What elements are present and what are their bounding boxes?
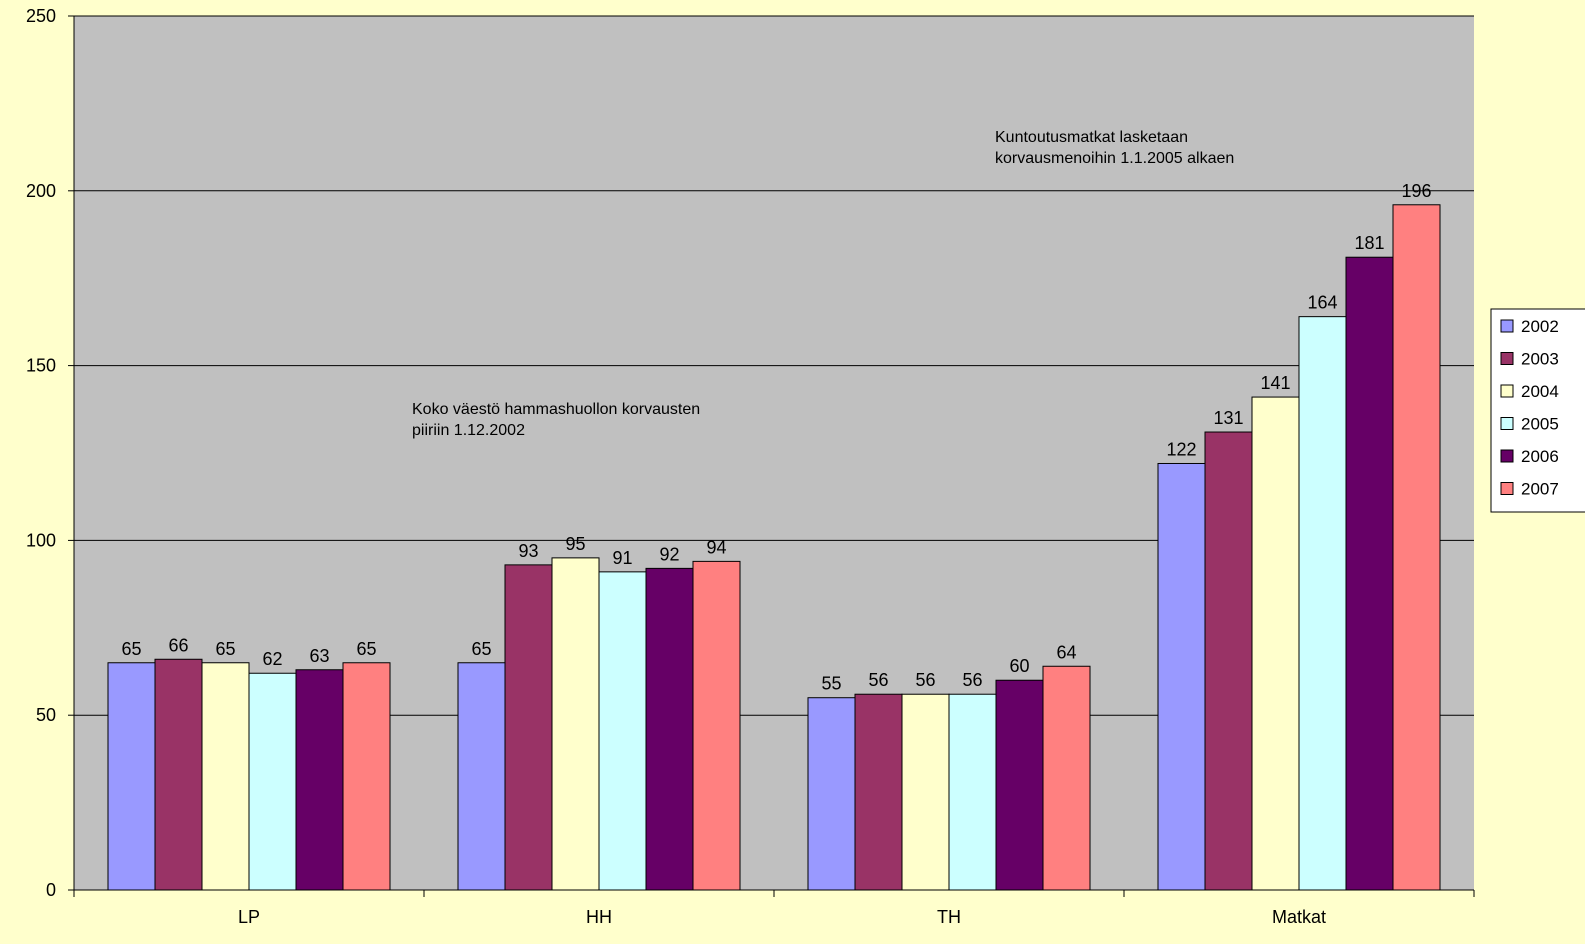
legend-label: 2007: [1521, 480, 1559, 499]
legend-swatch: [1500, 384, 1514, 398]
x-category-label: HH: [586, 907, 612, 927]
bar-lp-2002: [107, 662, 156, 891]
bar-hh-2007: [692, 560, 741, 891]
y-tick-label: 150: [26, 356, 56, 376]
legend-label: 2002: [1521, 317, 1559, 336]
data-label: 196: [1401, 181, 1431, 201]
bar-lp-2003: [154, 658, 203, 891]
legend-swatch: [1500, 319, 1514, 333]
data-label: 62: [262, 649, 282, 669]
bar-th-2006: [995, 679, 1044, 891]
bar-hh-2005: [598, 571, 647, 891]
legend-swatch: [1500, 482, 1514, 495]
data-label: 56: [962, 670, 982, 690]
legend-label: 2004: [1521, 382, 1559, 401]
data-label: 64: [1056, 642, 1076, 662]
y-tick-label: 100: [26, 530, 56, 550]
bar-th-2005: [948, 693, 997, 891]
y-tick-label: 250: [26, 6, 56, 26]
bar-matkat-2006: [1345, 256, 1394, 891]
legend-label: 2003: [1521, 350, 1559, 369]
data-label: 181: [1354, 233, 1384, 253]
data-label: 56: [915, 670, 935, 690]
bar-hh-2006: [645, 567, 694, 891]
x-category-label: TH: [937, 907, 961, 927]
data-label: 56: [868, 670, 888, 690]
data-label: 91: [612, 548, 632, 568]
data-label: 122: [1166, 439, 1196, 459]
legend-label: 2005: [1521, 415, 1559, 434]
data-label: 55: [821, 674, 841, 694]
legend-box: [1490, 308, 1585, 513]
annotation-text: piiriin 1.12.2002: [412, 422, 525, 439]
bar-lp-2004: [201, 662, 250, 891]
bar-lp-2005: [248, 672, 297, 891]
data-label: 66: [168, 635, 188, 655]
bar-hh-2003: [504, 564, 553, 891]
annotation-text: korvausmenoihin 1.1.2005 alkaen: [995, 150, 1234, 167]
data-label: 164: [1307, 293, 1337, 313]
y-tick-label: 50: [36, 705, 56, 725]
bar-th-2004: [901, 693, 950, 891]
annotation-text: Kuntoutusmatkat lasketaan: [995, 129, 1188, 146]
bar-matkat-2005: [1298, 316, 1347, 891]
data-label: 94: [706, 537, 726, 557]
legend-swatch: [1500, 449, 1514, 463]
y-tick-label: 0: [46, 880, 56, 900]
data-label: 65: [356, 639, 376, 659]
data-label: 65: [471, 639, 491, 659]
data-label: 65: [121, 639, 141, 659]
bar-matkat-2004: [1251, 396, 1300, 891]
x-category-label: Matkat: [1272, 907, 1326, 927]
bar-matkat-2003: [1204, 431, 1253, 891]
bar-matkat-2007: [1392, 204, 1441, 891]
bar-hh-2002: [457, 662, 506, 891]
bar-th-2003: [854, 693, 903, 891]
data-label: 131: [1213, 408, 1243, 428]
bar-lp-2006: [295, 669, 344, 891]
data-label: 141: [1260, 373, 1290, 393]
data-label: 63: [309, 646, 329, 666]
bar-th-2002: [807, 697, 856, 891]
data-label: 92: [659, 544, 679, 564]
bar-lp-2007: [342, 662, 391, 891]
legend-swatch: [1500, 417, 1514, 430]
bar-hh-2004: [551, 557, 600, 891]
annotation-text: Koko väestö hammashuollon korvausten: [412, 401, 700, 418]
legend-swatch: [1500, 352, 1514, 365]
bar-th-2007: [1042, 665, 1091, 891]
y-tick-label: 200: [26, 181, 56, 201]
data-label: 93: [518, 541, 538, 561]
data-label: 95: [565, 534, 585, 554]
bar-matkat-2002: [1157, 462, 1206, 891]
x-category-label: LP: [238, 907, 260, 927]
data-label: 60: [1009, 656, 1029, 676]
legend-label: 2006: [1521, 447, 1559, 466]
data-label: 65: [215, 639, 235, 659]
